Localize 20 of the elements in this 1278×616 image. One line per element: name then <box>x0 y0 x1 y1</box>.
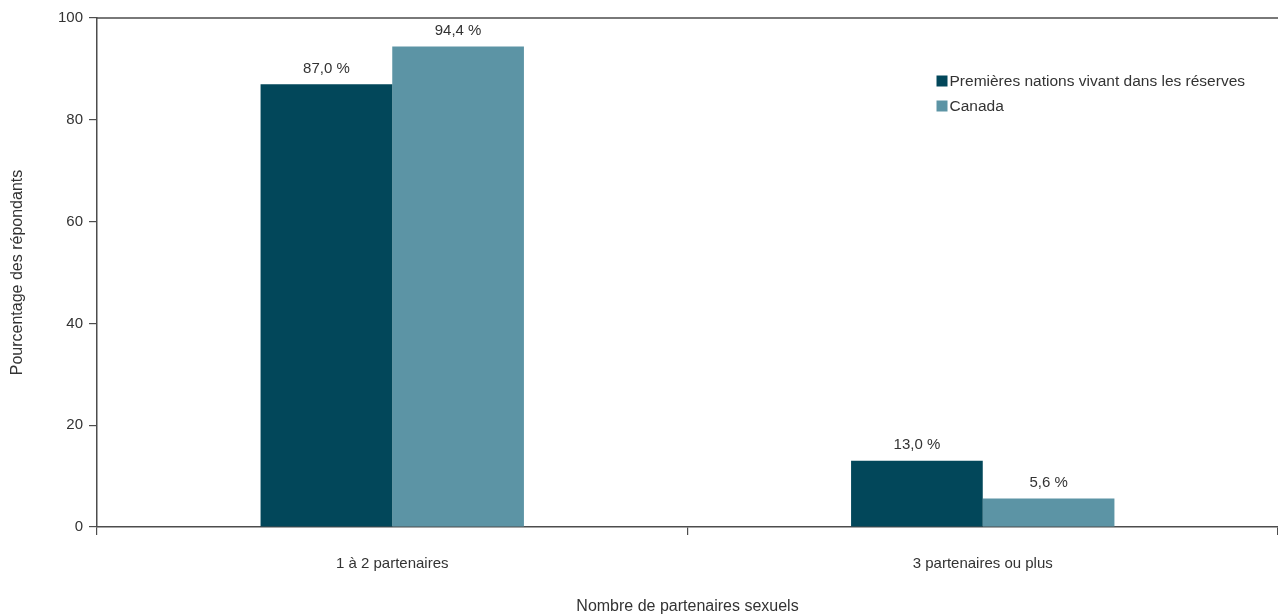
data-label: 87,0 % <box>303 58 350 76</box>
y-axis-title: Pourcentage des répondants <box>8 169 26 376</box>
data-label: 5,6 % <box>1029 473 1068 491</box>
data-label: 13,0 % <box>893 435 941 453</box>
x-tick-label: 3 partenaires ou plus <box>912 554 1053 572</box>
y-tick-label: 40 <box>66 313 83 331</box>
legend-label: Canada <box>949 97 1005 115</box>
bar <box>982 498 1115 527</box>
bar <box>392 46 524 527</box>
data-label: 94,4 % <box>434 21 482 39</box>
bar <box>851 460 983 527</box>
bar <box>260 84 393 527</box>
x-axis-title: Nombre de partenaires sexuels <box>576 596 799 614</box>
x-tick-label: 1 à 2 partenaires <box>335 554 449 572</box>
y-tick-label: 100 <box>57 8 83 26</box>
y-tick-label: 0 <box>74 517 83 535</box>
y-tick-label: 60 <box>66 211 83 229</box>
y-tick-label: 80 <box>66 109 83 127</box>
y-tick-label: 20 <box>66 415 83 433</box>
legend-label: Premières nations vivant dans les réserves <box>949 72 1246 90</box>
